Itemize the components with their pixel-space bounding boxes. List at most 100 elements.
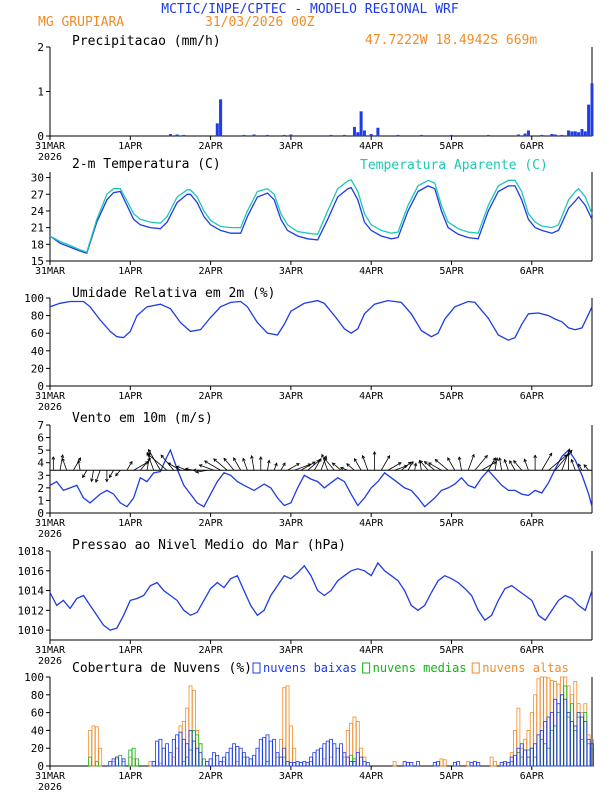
bar-precipitacao (265, 134, 269, 137)
bar-nuvens-medias (576, 716, 581, 767)
bar-nuvens-altas (583, 703, 588, 767)
wind-vector (321, 454, 329, 471)
bar-precipitacao (567, 130, 571, 137)
wind-vector-head (410, 460, 414, 465)
y-tick-label: 60 (31, 707, 44, 720)
bar-nuvens-baixas (238, 747, 243, 767)
bar-nuvens-baixas (302, 761, 307, 767)
bar-nuvens-altas (148, 761, 153, 767)
wind-vector (204, 460, 221, 471)
bar-nuvens-baixas (288, 762, 293, 767)
panel-2: 15 18 21 24 27 30 31MAR 1APR 2APR 3APR 4APR 5APR 6AP… (31, 157, 593, 277)
bar-nuvens-altas (556, 683, 561, 767)
wind-vector (474, 455, 488, 471)
bar-nuvens-baixas (151, 761, 156, 767)
bar-nuvens-baixas (181, 738, 186, 767)
bar-nuvens-altas (292, 747, 297, 767)
y-tick-label: 1018 (18, 545, 45, 558)
bar-nuvens-baixas (349, 761, 354, 767)
bar-nuvens-medias (118, 754, 123, 767)
x-tick-label: 4APR (359, 391, 384, 402)
wind-vector-head (95, 479, 99, 483)
bar-nuvens-baixas (282, 747, 287, 767)
bar-nuvens-baixas (526, 756, 531, 767)
bar-nuvens-baixas (215, 754, 220, 767)
bar-nuvens-medias (586, 743, 591, 767)
bar-nuvens-medias (115, 756, 119, 767)
x-tick-label: 5APR (439, 518, 464, 529)
bar-nuvens-baixas (359, 756, 364, 767)
wind-vector (499, 457, 503, 471)
bar-nuvens-medias (546, 747, 551, 767)
bar-precipitacao (175, 134, 179, 137)
wind-vector-head (195, 469, 200, 474)
bar-nuvens-medias (573, 730, 578, 767)
bar-precipitacao (449, 134, 453, 137)
bar-nuvens-medias (309, 761, 313, 767)
bar-nuvens-altas (131, 758, 136, 767)
x-tick-label: 2APR (199, 266, 224, 277)
y-tick-label: 5 (37, 444, 44, 457)
bar-nuvens-baixas (208, 758, 213, 767)
wind-vector-head (321, 453, 325, 458)
wind-vector (167, 462, 181, 471)
bar-nuvens-baixas (556, 703, 561, 767)
x-tick-label: 31MAR (35, 266, 66, 277)
x-tick-label: 1APR (118, 391, 143, 402)
bar-precipitacao (590, 83, 594, 137)
wind-vector (541, 452, 553, 471)
wind-vector-head (167, 462, 172, 466)
bar-precipitacao (219, 99, 223, 137)
y-tick-label: 21 (31, 222, 44, 235)
wind-vector-head (148, 448, 152, 453)
wind-vector (251, 455, 255, 471)
bar-nuvens-altas (115, 758, 119, 767)
wind-vector (273, 463, 278, 471)
wind-vector-head (223, 457, 227, 462)
wind-vector-head (203, 460, 208, 464)
wind-vector-head (457, 456, 462, 461)
bar-nuvens-altas (282, 687, 287, 767)
bar-nuvens-baixas (245, 756, 250, 767)
bar-nuvens-baixas (432, 762, 437, 767)
bar-precipitacao (560, 134, 564, 137)
bar-precipitacao (573, 131, 577, 137)
bar-nuvens-baixas (539, 730, 544, 767)
bar-nuvens-medias (191, 730, 196, 767)
bar-nuvens-medias (128, 749, 133, 767)
bar-nuvens-medias (529, 747, 534, 767)
wind-vector (509, 460, 516, 471)
bar-precipitacao (553, 134, 557, 137)
wind-vector (424, 461, 436, 471)
wind-vector (524, 459, 529, 471)
bar-nuvens-baixas (108, 761, 113, 767)
bar-nuvens-medias (188, 749, 193, 767)
bar-nuvens-baixas (121, 758, 126, 767)
x-tick-label: 6APR (520, 771, 545, 782)
bar-nuvens-baixas (339, 743, 343, 767)
wind-vector (280, 462, 286, 471)
bar-nuvens-baixas (218, 761, 223, 767)
bar-nuvens-altas (128, 756, 133, 767)
bar-nuvens-medias (566, 716, 571, 767)
bar-nuvens-baixas (242, 752, 246, 767)
bar-nuvens-baixas (315, 749, 320, 767)
bar-nuvens-baixas (268, 740, 273, 767)
series-line-umidade (49, 299, 593, 341)
wind-vector (407, 461, 414, 471)
bar-precipitacao (550, 134, 554, 137)
bar-nuvens-medias (549, 730, 554, 767)
bar-nuvens-medias (135, 758, 139, 767)
bar-nuvens-medias (202, 758, 206, 767)
bar-nuvens-altas (529, 712, 534, 767)
wind-vector-head (397, 462, 402, 466)
wind-vector (487, 457, 496, 471)
bar-precipitacao (580, 129, 584, 137)
bar-nuvens-altas (91, 725, 96, 767)
wind-vector (554, 450, 573, 471)
bar-nuvens-baixas (262, 737, 267, 767)
bar-nuvens-altas (566, 685, 571, 767)
series-line-vento (49, 448, 593, 508)
wind-vector (126, 461, 133, 471)
